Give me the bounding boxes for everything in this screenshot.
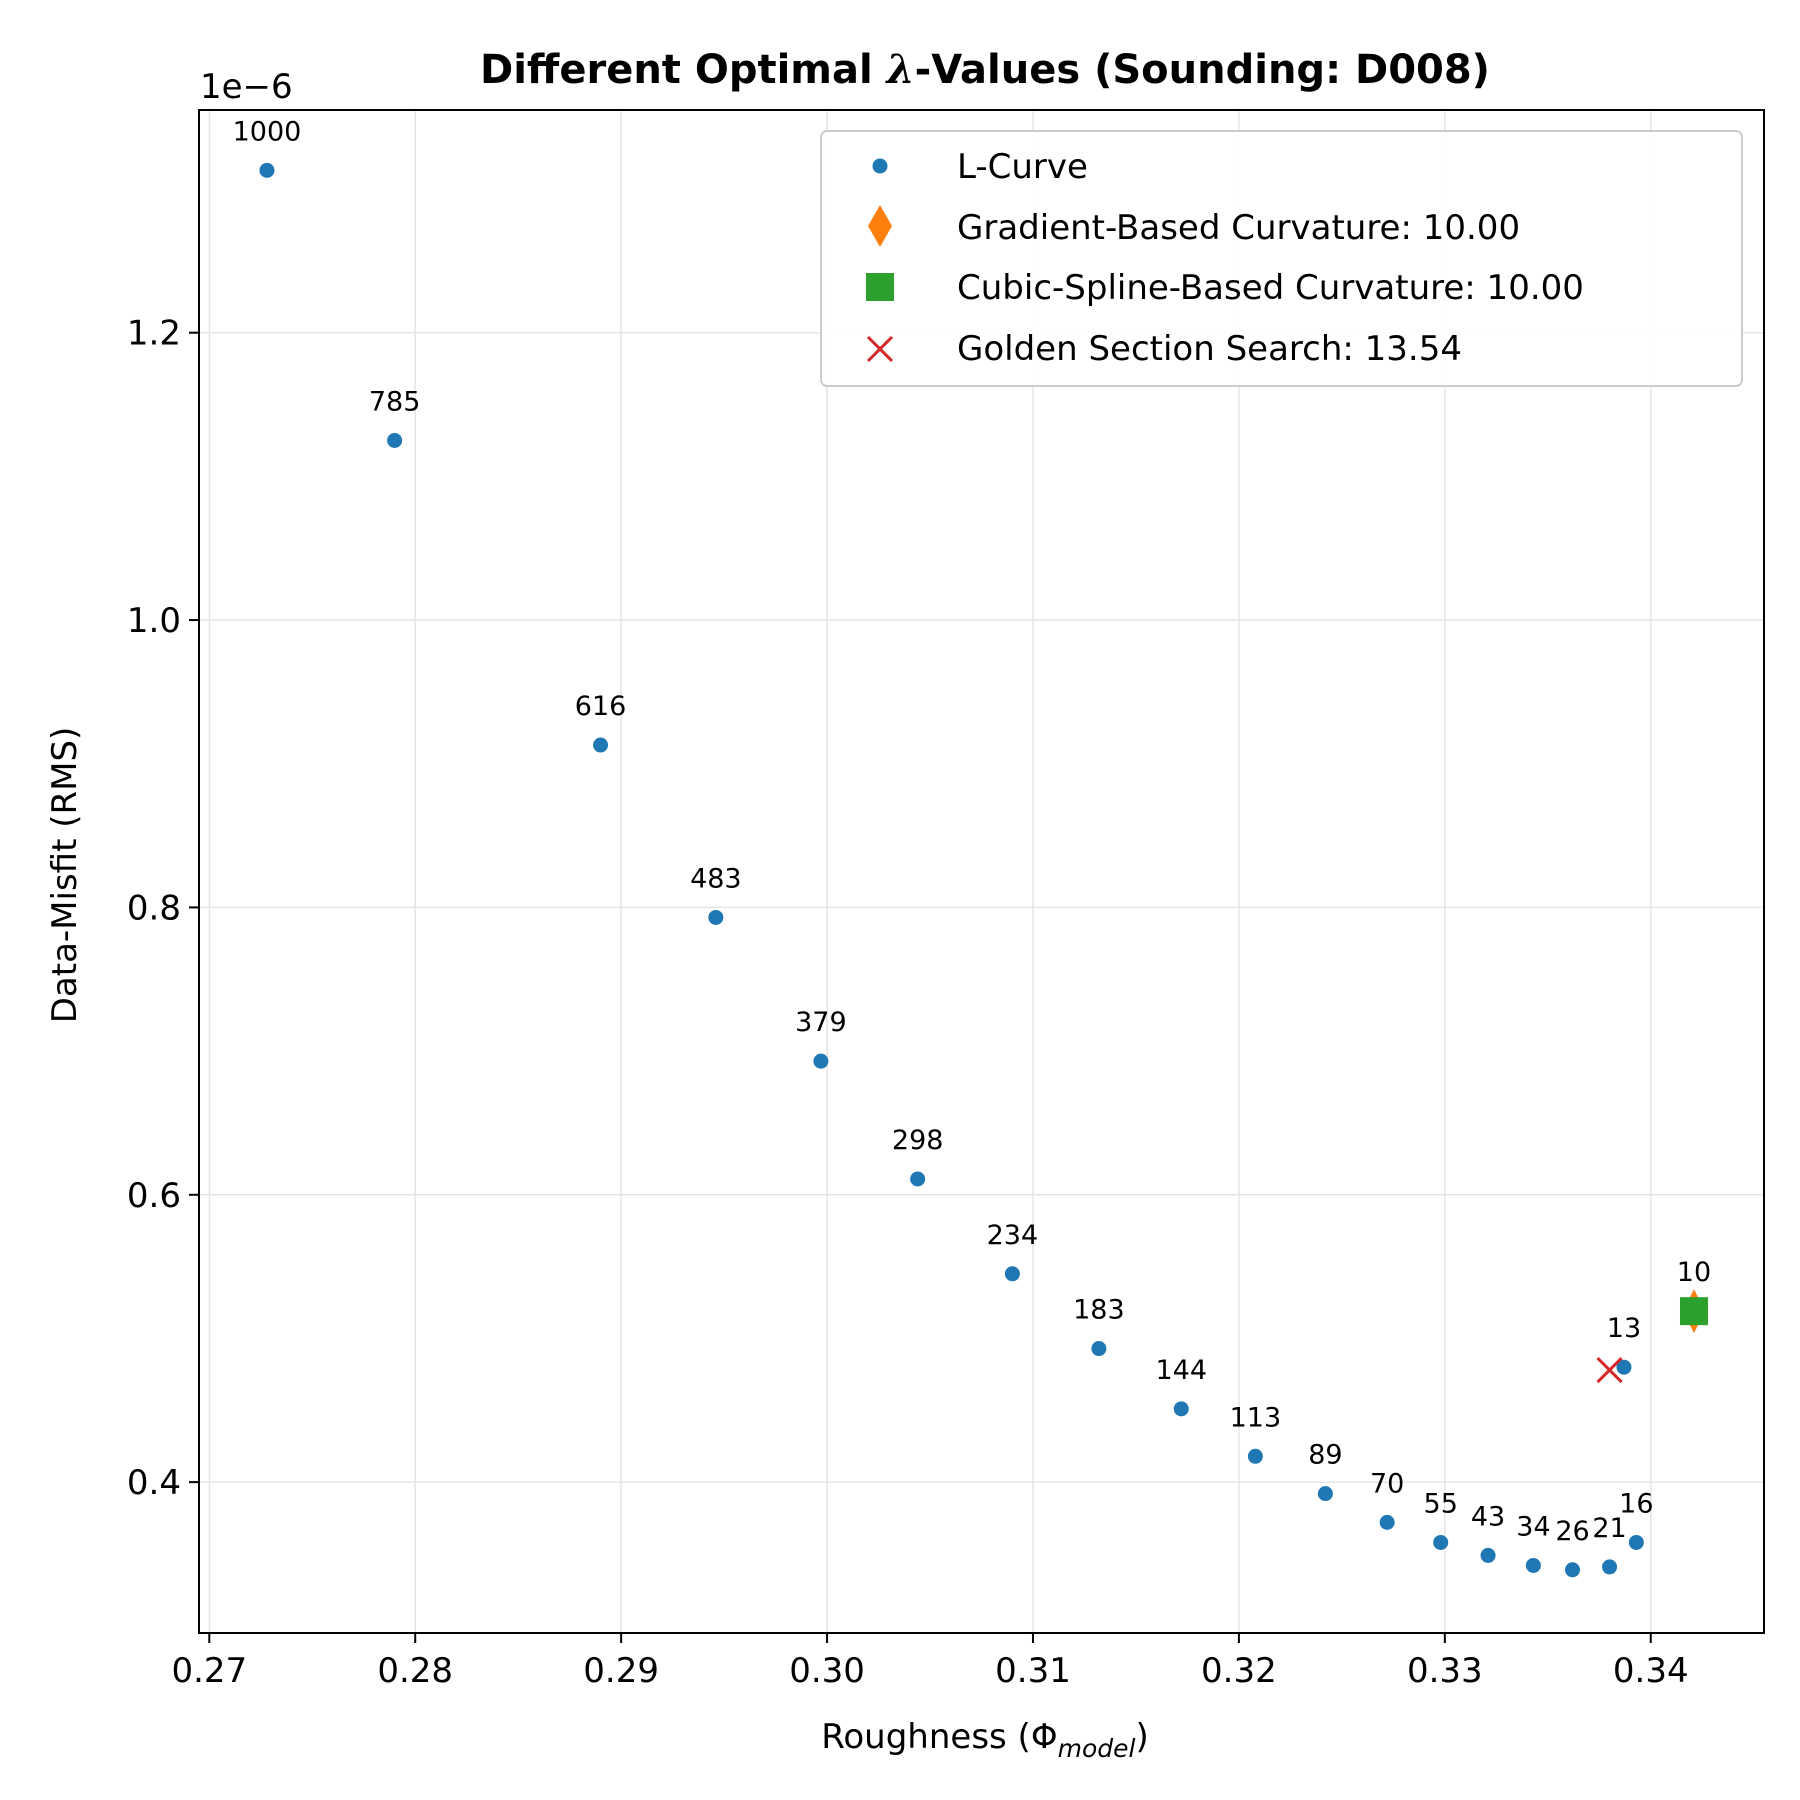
lcurve-point-label: 113: [1230, 1402, 1282, 1433]
y-offset-text: 1e−6: [200, 67, 293, 107]
lcurve-point-label: 70: [1370, 1468, 1404, 1499]
x-axis-label-main: Roughness (Φ: [821, 1717, 1057, 1757]
lcurve-point-label: 234: [987, 1220, 1039, 1251]
lcurve-point: [1602, 1559, 1618, 1575]
y-tick-label: 0.8: [127, 888, 181, 928]
lcurve-point-label: 55: [1424, 1488, 1458, 1519]
lcurve-point: [1564, 1562, 1580, 1578]
lcurve-point: [1480, 1547, 1496, 1563]
y-tick-label: 1.2: [127, 314, 181, 354]
lcurve-point-label: 16: [1619, 1488, 1653, 1519]
x-axis-label-close: ): [1135, 1717, 1148, 1757]
legend-label-gradient: Gradient-Based Curvature: 10.00: [957, 208, 1520, 248]
lcurve-point: [1525, 1557, 1541, 1573]
lcurve-point: [593, 737, 609, 753]
y-tick-label: 0.4: [127, 1463, 181, 1503]
x-tick-label: 0.33: [1407, 1651, 1483, 1691]
points-layer: [259, 162, 1702, 1578]
lcurve-point: [813, 1053, 829, 1069]
lcurve-point: [910, 1171, 926, 1187]
legend-label-spline: Cubic-Spline-Based Curvature: 10.00: [957, 268, 1584, 308]
lcurve-point-label: 26: [1555, 1516, 1589, 1547]
lcurve-point-label: 21: [1592, 1513, 1626, 1544]
lcurve-point: [708, 909, 724, 925]
lcurve-point-label: 379: [795, 1007, 847, 1038]
lcurve-point-label: 144: [1155, 1355, 1207, 1386]
y-tick-label: 1.0: [127, 601, 181, 641]
lcurve-point-label: 13: [1607, 1313, 1641, 1344]
lcurve-point-label: 298: [892, 1125, 944, 1156]
legend-box: [820, 130, 1743, 387]
lcurve-point-label: 616: [575, 691, 627, 722]
lcurve-point: [1004, 1266, 1020, 1282]
title-prefix: Different Optimal: [480, 47, 887, 93]
x-tick-label: 0.28: [377, 1651, 453, 1691]
legend-label-lcurve: L-Curve: [957, 147, 1088, 187]
x-tick-label: 0.31: [995, 1651, 1071, 1691]
lcurve-point-label: 183: [1073, 1295, 1125, 1326]
x-axis-label: Roughness (Φmodel): [821, 1717, 1148, 1763]
special-markers-layer: [1596, 1289, 1708, 1384]
legend-marker-spline-square: [866, 273, 894, 301]
lcurve-point-label: 785: [369, 386, 421, 417]
x-tick-label: 0.34: [1613, 1651, 1689, 1691]
lcurve-point: [387, 432, 403, 448]
title-lambda-symbol: λ: [885, 46, 915, 93]
legend-marker-lcurve: [872, 158, 888, 174]
lcurve-point: [259, 162, 275, 178]
lcurve-point: [1616, 1359, 1632, 1375]
legend-marker-gradient-diamond: [868, 205, 892, 247]
lcurve-point: [1173, 1401, 1189, 1417]
lcurve-point: [1317, 1486, 1333, 1502]
spline-curvature-marker: [1679, 1297, 1708, 1326]
x-tick-label: 0.30: [789, 1651, 865, 1691]
y-tick-label: 0.6: [127, 1176, 181, 1216]
legend-marker-golden-x: [866, 335, 894, 363]
legend: L-Curve Gradient-Based Curvature: 10.00 …: [820, 130, 1743, 387]
x-axis-label-subscript: model: [1058, 1734, 1136, 1763]
lcurve-point-label: 1000: [233, 116, 302, 147]
lcurve-point-label: 89: [1308, 1440, 1342, 1471]
ticks-layer: 0.27 0.28 0.29 0.30 0.31 0.32 0.33 0.34 0.4 0.6 0.…: [127, 314, 1689, 1691]
golden-section-marker: [1596, 1357, 1623, 1384]
lcurve-point: [1379, 1514, 1395, 1530]
lcurve-point-label: 483: [690, 863, 742, 894]
x-tick-label: 0.29: [583, 1651, 659, 1691]
x-tick-label: 0.32: [1201, 1651, 1277, 1691]
lcurve-point: [1247, 1448, 1263, 1464]
title-suffix: -Values (Sounding: D008): [915, 47, 1490, 93]
lcurve-point-label: 10: [1677, 1257, 1711, 1288]
lcurve-point: [1433, 1534, 1449, 1550]
chart-title: Different Optimal λ-Values (Sounding: D0…: [480, 46, 1490, 93]
lcurve-point: [1628, 1534, 1644, 1550]
lcurve-point: [1091, 1341, 1107, 1357]
lcurve-point-label: 34: [1516, 1511, 1550, 1542]
legend-label-golden: Golden Section Search: 13.54: [957, 329, 1462, 369]
lcurve-point-label: 43: [1471, 1501, 1505, 1532]
y-axis-label: Data-Misfit (RMS): [45, 727, 85, 1024]
point-labels-layer: 1000 785 616 483 379 298 234 183 144 113 89 70 55 43 3…: [233, 116, 1712, 1546]
x-tick-label: 0.27: [171, 1651, 247, 1691]
axes-frame: [198, 109, 1765, 1634]
